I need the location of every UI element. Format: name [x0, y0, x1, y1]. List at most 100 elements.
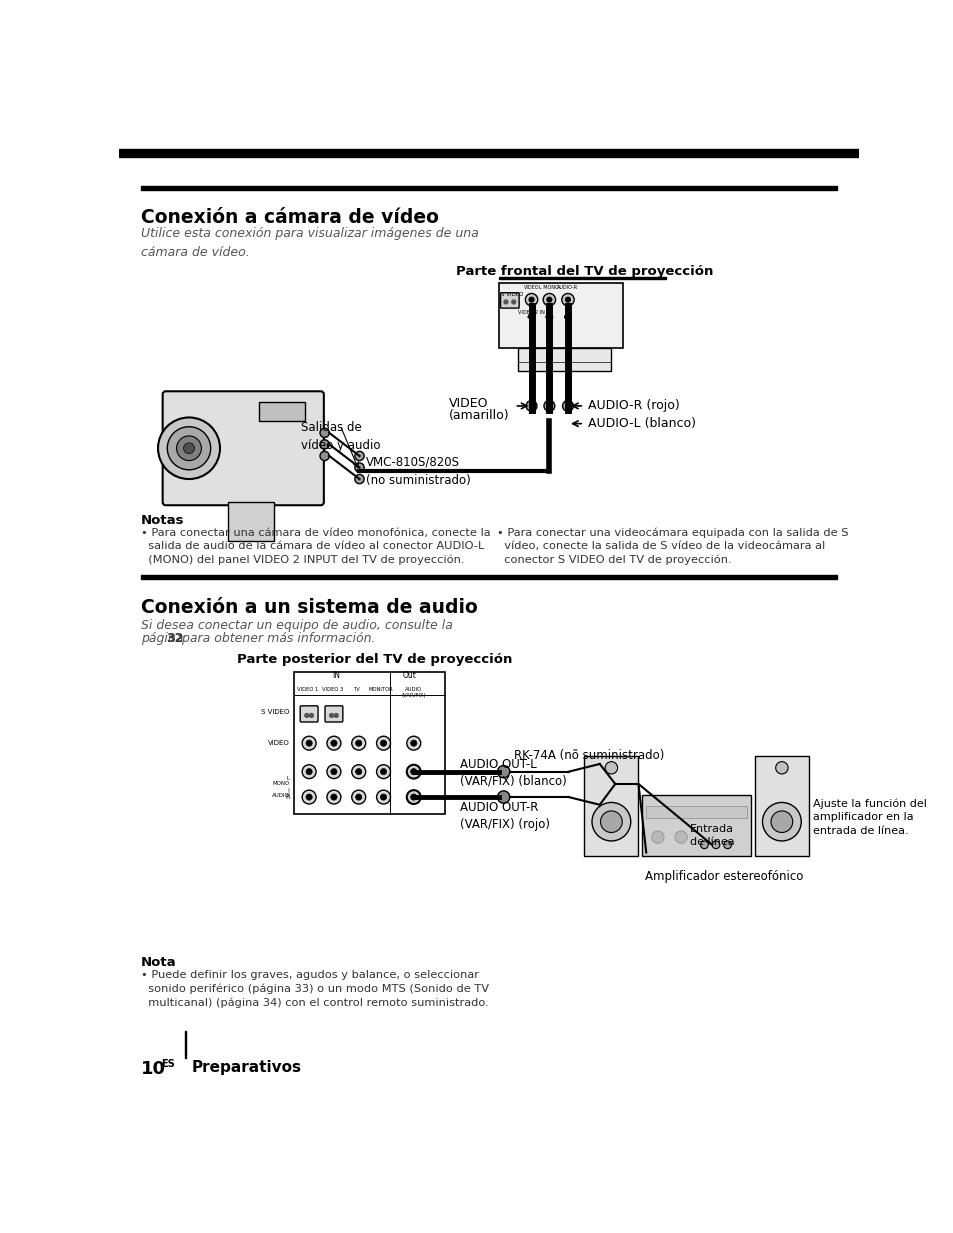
Circle shape [410, 768, 416, 774]
Circle shape [406, 790, 420, 804]
Circle shape [355, 768, 361, 774]
Circle shape [302, 790, 315, 804]
Text: VIDEO 3: VIDEO 3 [321, 687, 343, 692]
Text: VIDEO: VIDEO [268, 740, 290, 746]
Circle shape [711, 841, 720, 848]
Text: Nota: Nota [141, 957, 176, 969]
Circle shape [327, 764, 340, 778]
Text: 10: 10 [141, 1060, 166, 1079]
Bar [645, 806, 746, 817]
Text: IN: IN [332, 671, 340, 679]
Text: AUDIO-R: AUDIO-R [557, 285, 578, 290]
Circle shape [176, 436, 201, 461]
Text: Entrada
de línea: Entrada de línea [689, 824, 734, 847]
Circle shape [406, 764, 420, 778]
Text: S VIDEO: S VIDEO [500, 292, 522, 297]
Text: AUDIO-L (blanco): AUDIO-L (blanco) [587, 417, 696, 430]
Text: AUDIO
(VAR/FIX): AUDIO (VAR/FIX) [401, 687, 426, 698]
Circle shape [406, 736, 420, 750]
Circle shape [376, 790, 390, 804]
Text: AUDIO-R (rojo): AUDIO-R (rojo) [587, 399, 679, 412]
Circle shape [352, 764, 365, 778]
Text: para obtener más información.: para obtener más información. [178, 631, 375, 645]
Circle shape [330, 714, 334, 718]
Circle shape [331, 768, 336, 774]
Circle shape [604, 762, 617, 774]
Circle shape [355, 475, 364, 483]
Circle shape [334, 714, 337, 718]
Text: Parte frontal del TV de proyección: Parte frontal del TV de proyección [456, 265, 712, 277]
Circle shape [529, 403, 534, 408]
FancyBboxPatch shape [162, 391, 323, 506]
Text: VIDEO: VIDEO [448, 397, 488, 411]
Text: ES: ES [161, 1059, 174, 1069]
Circle shape [543, 401, 555, 412]
Circle shape [158, 418, 220, 480]
Circle shape [410, 794, 416, 800]
Text: L
MONO
|
AUDIO: L MONO | AUDIO [272, 776, 290, 799]
Circle shape [775, 762, 787, 774]
FancyBboxPatch shape [325, 705, 342, 723]
Text: VIDEO 1: VIDEO 1 [296, 687, 318, 692]
Text: Parte posterior del TV de proyección: Parte posterior del TV de proyección [237, 653, 512, 666]
Bar [498, 282, 622, 348]
Circle shape [309, 714, 313, 718]
Circle shape [306, 768, 312, 774]
Circle shape [319, 440, 329, 449]
Bar [141, 576, 836, 580]
Bar [119, 149, 858, 157]
Circle shape [305, 714, 309, 718]
Circle shape [376, 736, 390, 750]
Circle shape [674, 831, 686, 843]
Circle shape [355, 794, 361, 800]
Bar [185, 1031, 186, 1058]
Circle shape [700, 841, 707, 848]
Circle shape [380, 768, 386, 774]
Circle shape [542, 293, 555, 306]
FancyBboxPatch shape [500, 292, 518, 308]
Text: • Para conectar una cámara de vídeo monofónica, conecte la
  salida de audio de : • Para conectar una cámara de vídeo mono… [141, 528, 490, 565]
Circle shape [546, 403, 551, 408]
Circle shape [651, 831, 663, 843]
Text: Utilice esta conexión para visualizar imágenes de una
cámara de vídeo.: Utilice esta conexión para visualizar im… [141, 227, 478, 259]
Bar [498, 277, 665, 279]
Text: RK-74A (nõ suministrado): RK-74A (nõ suministrado) [514, 748, 664, 762]
Text: AUDIO OUT-R
(VAR/FIX) (rojo): AUDIO OUT-R (VAR/FIX) (rojo) [459, 801, 550, 831]
Circle shape [525, 401, 537, 412]
Bar [141, 186, 836, 190]
Text: Conexión a un sistema de audio: Conexión a un sistema de audio [141, 598, 477, 616]
Bar [754, 756, 808, 857]
Circle shape [327, 736, 340, 750]
Circle shape [546, 297, 552, 302]
Bar [228, 502, 274, 540]
Text: Preparativos: Preparativos [192, 1060, 301, 1075]
Circle shape [592, 803, 630, 841]
Circle shape [302, 764, 315, 778]
Text: TV: TV [354, 687, 360, 692]
Circle shape [352, 790, 365, 804]
Circle shape [183, 443, 194, 454]
Circle shape [503, 300, 507, 303]
Text: VIDEO 2 IN: VIDEO 2 IN [517, 309, 544, 314]
Text: S VIDEO: S VIDEO [261, 709, 290, 715]
Bar [641, 795, 750, 857]
Circle shape [561, 293, 574, 306]
Circle shape [565, 297, 570, 302]
Text: R: R [285, 794, 290, 800]
Circle shape [327, 790, 340, 804]
Text: Ajuste la función del
amplificador en la
entrada de línea.: Ajuste la función del amplificador en la… [812, 799, 925, 836]
Circle shape [331, 740, 336, 746]
Text: Conexión a cámara de vídeo: Conexión a cámara de vídeo [141, 208, 438, 227]
Circle shape [380, 794, 386, 800]
Circle shape [565, 403, 570, 408]
Circle shape [761, 803, 801, 841]
Circle shape [319, 451, 329, 461]
Circle shape [306, 794, 312, 800]
Circle shape [525, 293, 537, 306]
Circle shape [352, 736, 365, 750]
Bar [583, 756, 638, 857]
Circle shape [355, 740, 361, 746]
Text: • Puede definir los graves, agudos y balance, o seleccionar
  sonido periférico : • Puede definir los graves, agudos y bal… [141, 970, 489, 1009]
Circle shape [723, 841, 731, 848]
Text: Out: Out [402, 671, 416, 679]
